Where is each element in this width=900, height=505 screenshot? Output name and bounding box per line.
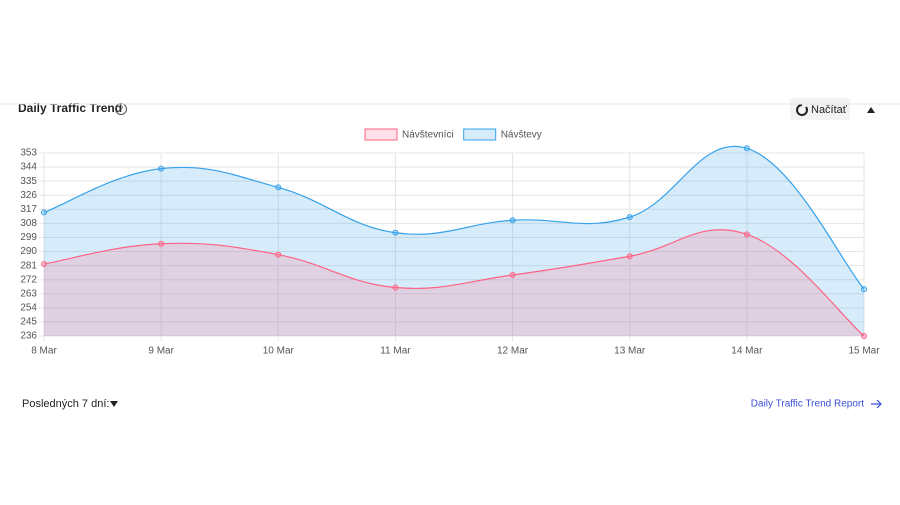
point [509, 217, 516, 224]
x-tick-label: 11 Mar [380, 346, 411, 357]
y-tick-label: 263 [20, 288, 37, 299]
report-link[interactable]: Daily Traffic Trend Report [751, 399, 864, 410]
point [158, 165, 165, 172]
svg-text:?: ? [119, 105, 124, 114]
y-tick-label: 245 [20, 317, 37, 328]
point [626, 214, 633, 221]
period-caret[interactable] [110, 401, 118, 407]
area [44, 229, 864, 336]
line [43, 229, 865, 337]
point [509, 272, 516, 278]
y-tick-label: 317 [20, 204, 37, 215]
y-tick-label: 308 [20, 218, 37, 229]
x-tick-label: 12 Mar [497, 346, 529, 357]
load-button-label[interactable]: Načítať [811, 104, 848, 116]
point [392, 284, 399, 291]
period-selector[interactable]: Posledných 7 dní: [22, 398, 109, 410]
area [44, 146, 864, 336]
point [861, 333, 867, 339]
legend-label: Návštevy [501, 130, 542, 141]
point [158, 240, 165, 247]
x-tick-label: 10 Mar [263, 346, 295, 357]
collapse-caret[interactable] [867, 107, 875, 113]
y-tick-label: 236 [20, 331, 37, 342]
panel-title: Daily Traffic Trend [18, 101, 122, 115]
point [743, 231, 750, 238]
legend-swatch [463, 128, 497, 141]
y-tick-label: 335 [20, 176, 37, 187]
legend-swatch [364, 128, 398, 141]
y-tick-label: 272 [20, 274, 37, 285]
y-tick-label: 290 [20, 246, 37, 257]
x-tick-label: 9 Mar [148, 346, 174, 357]
legend-label: Návštevníci [402, 130, 454, 141]
y-tick-label: 344 [20, 162, 37, 173]
y-tick-label: 353 [20, 148, 37, 159]
y-tick-label: 326 [20, 190, 37, 201]
point [275, 251, 282, 258]
x-tick-label: 8 Mar [31, 346, 57, 357]
x-tick-label: 14 Mar [731, 346, 763, 357]
chart: 236 245 254 263 272 281 290 299 308 317 326 335 344 3… [20, 128, 880, 357]
point [861, 286, 867, 293]
link-arrow[interactable] [871, 399, 882, 409]
point [392, 229, 399, 236]
point [743, 145, 750, 152]
point [41, 209, 47, 216]
y-tick-label: 281 [20, 260, 37, 271]
x-tick-label: 15 Mar [848, 346, 880, 357]
point [41, 261, 47, 268]
x-tick-label: 13 Mar [614, 346, 646, 357]
line [43, 145, 865, 290]
point [626, 253, 633, 260]
load-button[interactable]: Načítať [790, 98, 850, 120]
y-tick-label: 254 [20, 302, 37, 313]
point [275, 184, 282, 191]
y-tick-label: 299 [20, 232, 37, 243]
